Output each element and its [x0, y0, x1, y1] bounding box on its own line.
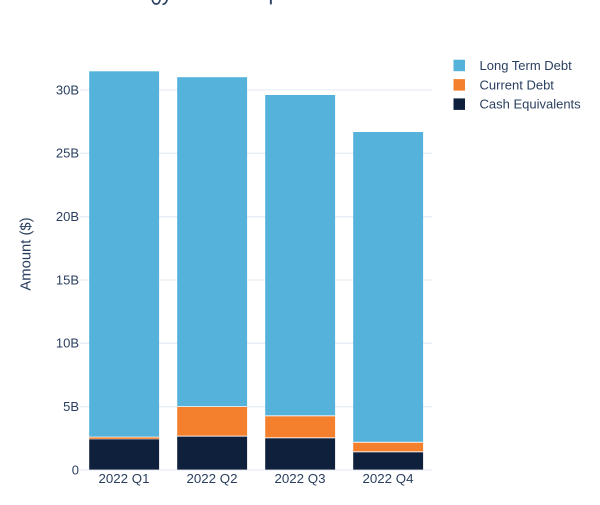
svg-text:0: 0 — [72, 462, 79, 477]
svg-text:Cash Equivalents: Cash Equivalents — [480, 97, 582, 112]
svg-text:20B: 20B — [56, 209, 79, 224]
svg-text:2022 Q1: 2022 Q1 — [98, 471, 149, 486]
svg-text:Long Term Debt: Long Term Debt — [480, 58, 573, 73]
svg-text:30B: 30B — [56, 82, 79, 97]
svg-text:15B: 15B — [56, 272, 79, 287]
svg-text:2022 Q3: 2022 Q3 — [274, 471, 325, 486]
svg-text:25B: 25B — [56, 146, 79, 161]
svg-text:5B: 5B — [63, 399, 79, 414]
svg-text:2022 Q2: 2022 Q2 — [186, 471, 237, 486]
svg-text:10B: 10B — [56, 336, 79, 351]
svg-text:Current Debt: Current Debt — [480, 77, 555, 92]
svg-text:Amount ($): Amount ($) — [18, 217, 34, 290]
svg-text:2022 Q4: 2022 Q4 — [362, 471, 413, 486]
